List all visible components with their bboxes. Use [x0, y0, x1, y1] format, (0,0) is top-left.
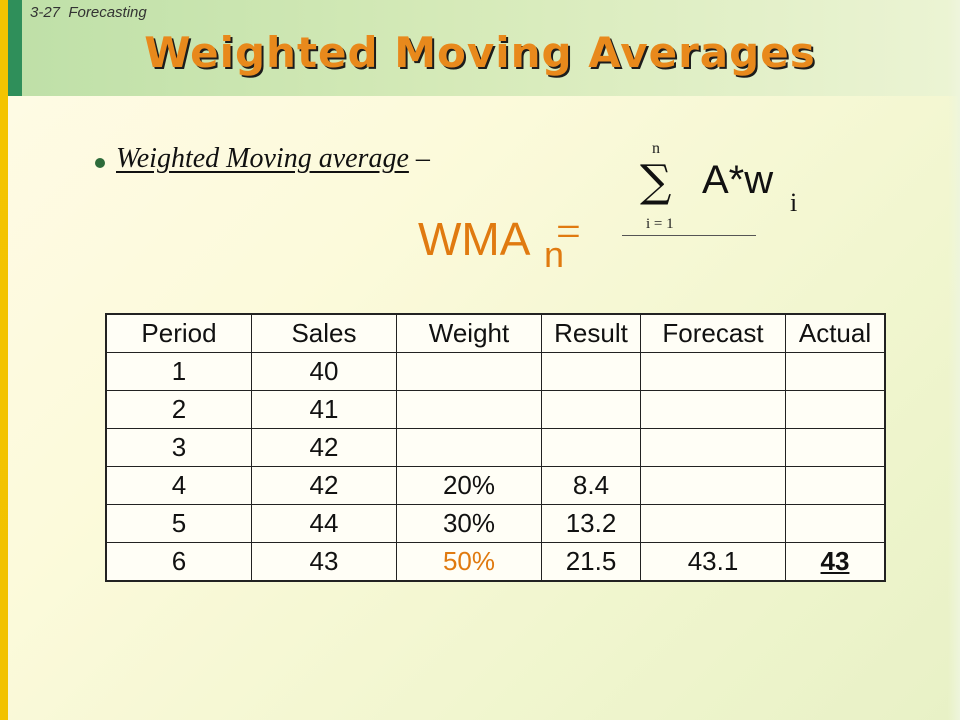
sigma-icon: ∑ [640, 156, 672, 207]
header-forecast: Forecast [640, 313, 786, 353]
cell-forecast [640, 390, 786, 429]
cell-actual: 43 [785, 542, 886, 582]
table-row: 6 43 50% 21.5 43.1 43 [105, 542, 886, 582]
table-header-row: Period Sales Weight Result Forecast Actu… [105, 313, 886, 353]
slide-number-value: 3-27 [30, 4, 61, 21]
cell-period: 4 [105, 466, 252, 505]
cell-period: 5 [105, 504, 252, 543]
cell-sales: 41 [251, 390, 397, 429]
table-row: 2 41 [105, 390, 886, 429]
cell-sales: 42 [251, 428, 397, 467]
bullet-term: Weighted Moving average [116, 143, 409, 174]
cell-sales: 40 [251, 352, 397, 391]
header-accent-block [8, 0, 22, 96]
cell-period: 1 [105, 352, 252, 391]
table-row: 3 42 [105, 428, 886, 467]
cell-forecast [640, 352, 786, 391]
cell-actual [785, 390, 886, 429]
sum-lower-limit: i = 1 [646, 216, 674, 232]
cell-forecast [640, 466, 786, 505]
cell-forecast: 43.1 [640, 542, 786, 582]
table-row: 1 40 [105, 352, 886, 391]
cell-weight: 20% [396, 466, 542, 505]
cell-actual [785, 352, 886, 391]
cell-weight [396, 390, 542, 429]
cell-sales: 42 [251, 466, 397, 505]
cell-actual [785, 504, 886, 543]
header-actual: Actual [785, 313, 886, 353]
header-weight: Weight [396, 313, 542, 353]
cell-period: 2 [105, 390, 252, 429]
bullet-icon [95, 158, 105, 168]
fraction-line [622, 235, 756, 236]
cell-result: 8.4 [541, 466, 641, 505]
sum-body: A*w [702, 158, 774, 202]
cell-result [541, 428, 641, 467]
slide-section: Forecasting [68, 4, 147, 21]
cell-weight-highlight: 50% [396, 542, 542, 582]
forecast-table: Period Sales Weight Result Forecast Actu… [105, 313, 886, 582]
header-sales: Sales [251, 313, 397, 353]
cell-result [541, 352, 641, 391]
cell-result: 13.2 [541, 504, 641, 543]
cell-forecast [640, 504, 786, 543]
cell-period: 3 [105, 428, 252, 467]
cell-sales: 44 [251, 504, 397, 543]
cell-sales: 43 [251, 542, 397, 582]
formula-lhs: WMA [418, 213, 531, 265]
cell-result [541, 390, 641, 429]
cell-result: 21.5 [541, 542, 641, 582]
cell-forecast [640, 428, 786, 467]
header-band [22, 0, 960, 96]
bullet-dash: – [415, 143, 430, 174]
slide-title: Weighted Moving Averages [144, 28, 816, 77]
header-result: Result [541, 313, 641, 353]
right-edge-fade [948, 0, 960, 720]
bullet-text: Weighted Moving average – [116, 143, 430, 175]
cell-weight: 30% [396, 504, 542, 543]
table-row: 4 42 20% 8.4 [105, 466, 886, 505]
slide-number: 3-27 Forecasting [30, 4, 147, 21]
cell-actual [785, 428, 886, 467]
cell-weight [396, 352, 542, 391]
cell-weight [396, 428, 542, 467]
cell-period: 6 [105, 542, 252, 582]
sum-body-subscript: i [790, 188, 798, 217]
header-period: Period [105, 313, 252, 353]
formula-lhs-subscript: n [544, 234, 565, 275]
sum-upper-limit: n [652, 140, 660, 157]
table-row: 5 44 30% 13.2 [105, 504, 886, 543]
cell-actual [785, 466, 886, 505]
left-accent-stripe [0, 0, 8, 720]
formula-equals: = [556, 207, 581, 256]
